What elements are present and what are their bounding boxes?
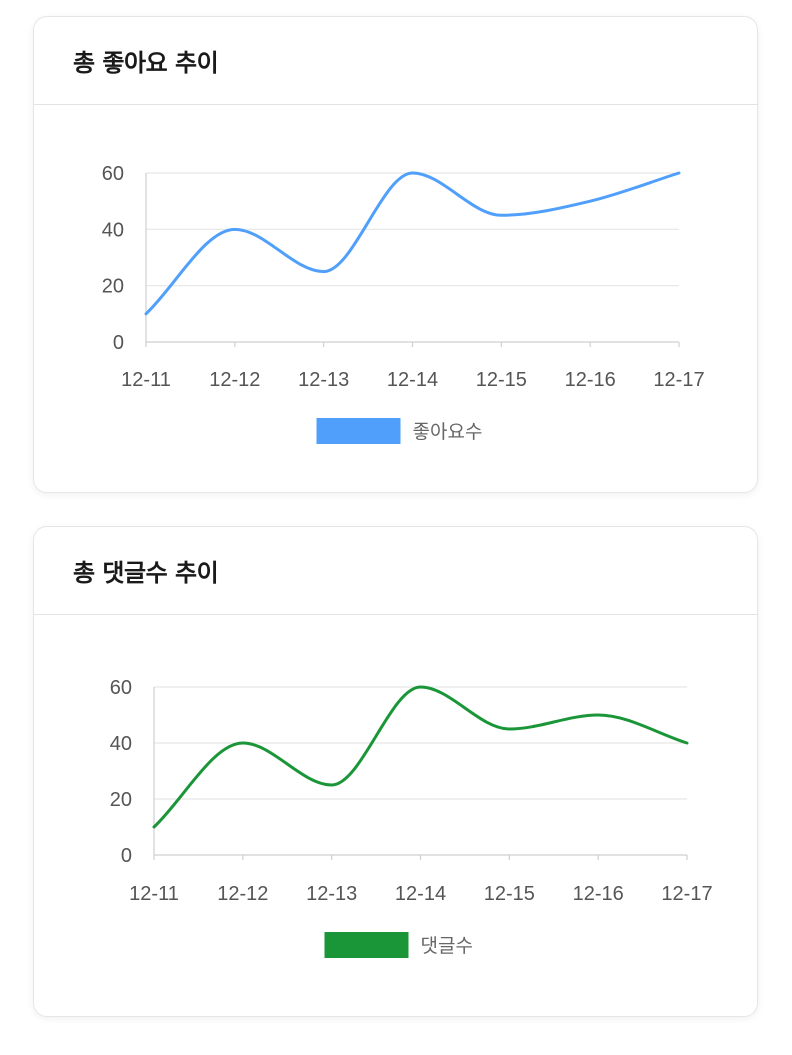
legend-label: 좋아요수 bbox=[413, 421, 483, 443]
y-tick-label: 40 bbox=[110, 733, 132, 755]
data-point[interactable] bbox=[586, 197, 594, 205]
data-point[interactable] bbox=[142, 310, 150, 318]
likes-trend-card: 총 좋아요 추이 0 20 40 60 12-11 12-12 12-13 12-14 12-1… bbox=[33, 16, 758, 493]
data-point[interactable] bbox=[594, 711, 602, 719]
y-tick-label: 20 bbox=[110, 789, 132, 811]
x-tick-label: 12-16 bbox=[573, 883, 624, 905]
x-tick-label: 12-12 bbox=[217, 883, 268, 905]
y-tick-label: 60 bbox=[102, 163, 124, 185]
data-point[interactable] bbox=[505, 725, 513, 733]
card-header: 총 좋아요 추이 bbox=[34, 17, 757, 105]
y-tick-label: 0 bbox=[113, 332, 124, 354]
x-tick-label: 12-13 bbox=[298, 369, 349, 391]
comments-line-chart: 0 20 40 60 12-11 12-12 12-13 12-14 12-15 12-16 12-… bbox=[110, 677, 713, 958]
comments-trend-card: 총 댓글수 추이 0 20 40 60 12-11 12-12 12-13 12-14 12-1… bbox=[33, 526, 758, 1017]
x-tick-label: 12-14 bbox=[387, 369, 438, 391]
legend-swatch bbox=[324, 932, 409, 958]
x-tick-label: 12-15 bbox=[484, 883, 535, 905]
y-tick-label: 60 bbox=[110, 677, 132, 699]
likes-line-chart: 0 20 40 60 12-11 12-12 12-13 12-14 12-15 12-16 12-… bbox=[102, 163, 705, 444]
y-tick-label: 0 bbox=[121, 845, 132, 867]
data-point[interactable] bbox=[417, 683, 425, 691]
card-title: 총 좋아요 추이 bbox=[73, 49, 219, 77]
x-tick-label: 12-11 bbox=[129, 883, 179, 905]
data-point[interactable] bbox=[328, 781, 336, 789]
data-point[interactable] bbox=[320, 268, 328, 276]
data-point[interactable] bbox=[497, 211, 505, 219]
data-point[interactable] bbox=[675, 169, 683, 177]
data-point[interactable] bbox=[409, 169, 417, 177]
legend-swatch bbox=[316, 418, 401, 444]
card-header: 총 댓글수 추이 bbox=[34, 527, 757, 615]
x-tick-label: 12-16 bbox=[565, 369, 616, 391]
data-point[interactable] bbox=[231, 225, 239, 233]
x-tick-label: 12-14 bbox=[395, 883, 446, 905]
data-point[interactable] bbox=[150, 823, 158, 831]
x-tick-label: 12-13 bbox=[306, 883, 357, 905]
y-tick-label: 20 bbox=[102, 276, 124, 298]
x-tick-label: 12-12 bbox=[209, 369, 260, 391]
data-point[interactable] bbox=[239, 739, 247, 747]
series-line bbox=[152, 685, 689, 829]
legend-label: 댓글수 bbox=[421, 935, 473, 957]
x-tick-label: 12-11 bbox=[121, 369, 171, 391]
series-line bbox=[144, 171, 681, 316]
x-tick-label: 12-17 bbox=[653, 369, 704, 391]
y-tick-label: 40 bbox=[102, 219, 124, 241]
data-point[interactable] bbox=[683, 739, 691, 747]
card-title: 총 댓글수 추이 bbox=[73, 559, 219, 587]
x-tick-label: 12-17 bbox=[661, 883, 712, 905]
x-tick-label: 12-15 bbox=[476, 369, 527, 391]
